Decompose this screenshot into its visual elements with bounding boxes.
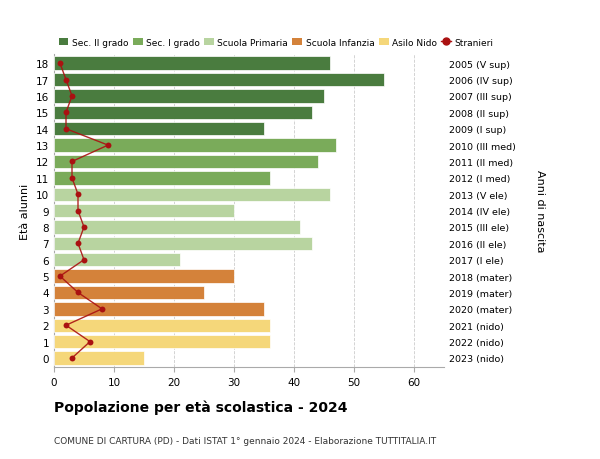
Text: COMUNE DI CARTURA (PD) - Dati ISTAT 1° gennaio 2024 - Elaborazione TUTTITALIA.IT: COMUNE DI CARTURA (PD) - Dati ISTAT 1° g… <box>54 436 436 445</box>
Text: Popolazione per età scolastica - 2024: Popolazione per età scolastica - 2024 <box>54 399 347 414</box>
Bar <box>54 106 312 120</box>
Point <box>73 240 83 247</box>
Y-axis label: Età alunni: Età alunni <box>20 183 31 239</box>
Point <box>73 289 83 297</box>
Bar <box>54 139 336 152</box>
Point <box>79 257 89 264</box>
Point <box>55 273 65 280</box>
Bar <box>54 286 204 300</box>
Bar <box>54 253 180 267</box>
Bar <box>54 172 270 185</box>
Y-axis label: Anni di nascita: Anni di nascita <box>535 170 545 252</box>
Bar <box>54 237 312 251</box>
Point <box>67 175 77 182</box>
Bar <box>54 123 264 136</box>
Bar <box>54 221 300 234</box>
Point <box>61 109 71 117</box>
Point <box>61 126 71 133</box>
Point <box>103 142 113 150</box>
Bar <box>54 90 324 103</box>
Legend: Sec. II grado, Sec. I grado, Scuola Primaria, Scuola Infanzia, Asilo Nido, Stran: Sec. II grado, Sec. I grado, Scuola Prim… <box>59 39 493 47</box>
Point <box>67 158 77 166</box>
Bar <box>54 57 330 71</box>
Bar <box>54 204 234 218</box>
Bar <box>54 335 270 348</box>
Point <box>55 61 65 68</box>
Point <box>61 77 71 84</box>
Bar <box>54 319 270 332</box>
Point <box>97 306 107 313</box>
Point <box>73 191 83 198</box>
Bar <box>54 270 234 283</box>
Point <box>67 93 77 101</box>
Point <box>85 338 95 346</box>
Point <box>61 322 71 329</box>
Bar <box>54 188 330 202</box>
Point <box>67 354 77 362</box>
Point <box>79 224 89 231</box>
Bar <box>54 74 384 87</box>
Point <box>73 207 83 215</box>
Bar <box>54 156 318 169</box>
Bar <box>54 302 264 316</box>
Bar <box>54 352 144 365</box>
